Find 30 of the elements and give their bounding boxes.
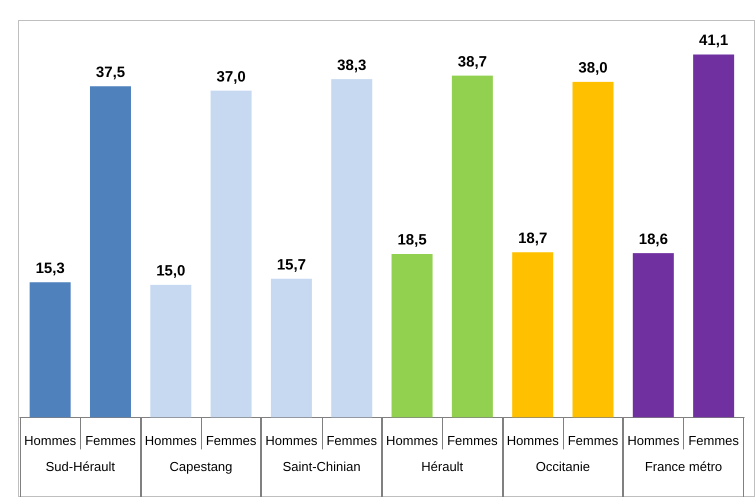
data-label: 41,1 [699, 32, 728, 50]
x-tick-label: Hommes [627, 432, 680, 448]
text: Hérault [421, 458, 464, 474]
text: Saint-Chinian [282, 458, 361, 474]
data-label: 15,3 [36, 260, 65, 277]
data-label: 15,0 [156, 262, 186, 280]
text: Capestang [170, 458, 232, 474]
data-label: 37,0 [216, 68, 246, 86]
x-tick-label: Femmes [326, 432, 378, 448]
data-label: 18,5 [397, 232, 427, 249]
data-label: 18,7 [518, 230, 548, 247]
x-tick-label: Hommes [265, 432, 318, 448]
data-label: 38,0 [578, 59, 608, 76]
text: Sud-Hérault [46, 458, 116, 474]
data-label: 38,3 [337, 56, 366, 74]
data-label: 38,7 [458, 53, 487, 70]
x-tick-label: Femmes [85, 432, 136, 448]
data-label: 18,6 [638, 230, 668, 248]
data-label: 37,5 [96, 64, 126, 81]
text: Occitanie [536, 458, 590, 474]
x-tick-label: Femmes [447, 432, 498, 448]
text: France métro [644, 458, 722, 474]
x-tick-label: Femmes [688, 432, 740, 448]
x-tick-label: Hommes [24, 432, 77, 448]
x-tick-label: Hommes [144, 432, 198, 448]
x-tick-label: Femmes [568, 432, 619, 448]
data-label: 15,7 [276, 256, 306, 274]
x-tick-label: Hommes [506, 432, 560, 448]
x-tick-label: Femmes [206, 432, 257, 448]
x-tick-label: Hommes [386, 432, 439, 448]
